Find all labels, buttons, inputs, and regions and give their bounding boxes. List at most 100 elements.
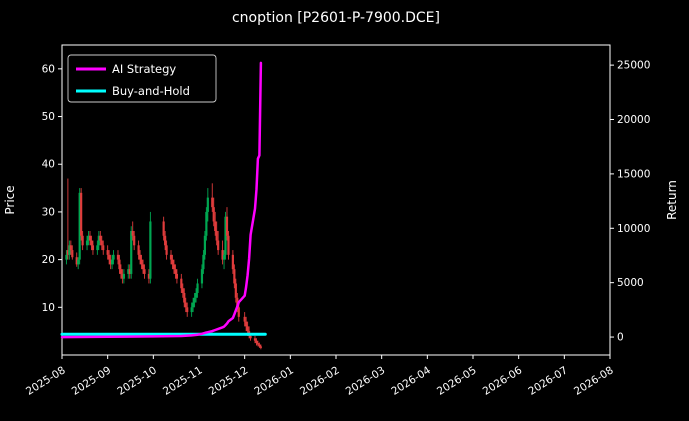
candle-body [141,264,145,270]
candle-body [87,235,90,241]
candle-body [137,245,140,255]
candle-body [140,259,143,265]
candle-body [243,316,246,322]
x-tick-label: 2026-04 [389,364,433,398]
candle-body [147,273,151,279]
candle-body [192,302,195,308]
candle-body [78,192,81,260]
candle-body [69,245,72,251]
left-tick-label: 50 [42,111,55,123]
candle-body [110,259,114,265]
candle-body [196,283,199,293]
candle-body [227,235,230,255]
left-tick-label: 40 [42,159,55,171]
x-tick-label: 2026-07 [526,364,570,397]
candle-body [171,259,174,265]
candle-body [175,273,179,279]
x-tick-label: 2026-01 [252,364,296,397]
candle-body [193,297,196,303]
candle-body [112,254,115,260]
candle-body [162,221,165,236]
candle-body [121,273,124,279]
x-tick-label: 2025-12 [207,364,251,397]
candle-body [215,231,218,241]
candle-body [246,326,249,332]
candle-body [256,343,260,345]
candle-body [90,240,93,246]
x-tick-label: 2026-02 [298,364,342,397]
candle-body [234,283,237,298]
candle-body [91,245,95,251]
candle-body [99,235,102,241]
candle-body [194,293,198,298]
candle-body [174,269,177,274]
x-tick-label: 2025-10 [115,364,159,397]
candle-body [97,235,100,246]
x-tick-label: 2025-11 [161,364,205,397]
candle-body [236,297,239,308]
candle-body [214,221,217,231]
candle-body [165,245,168,255]
candle-body [258,344,261,347]
candle-body [149,221,152,279]
candle-body [81,235,84,246]
right-tick-label: 15000 [617,168,650,180]
ai-strategy-line [60,61,263,339]
candle-body [184,302,187,308]
candle-body [130,231,133,274]
candle-body [253,338,257,341]
left-tick-label: 20 [42,254,55,266]
candle-body [143,269,146,274]
candle-body [85,240,89,246]
candle-body [77,259,80,265]
right-tick-label: 5000 [617,277,644,289]
candle-body [249,335,252,339]
chart-title: cnoption [P2601-P-7900.DCE] [232,10,440,26]
candle-body [164,235,167,246]
x-tick-label: 2026-06 [481,364,525,398]
candle-body [68,245,71,255]
candle-body [203,235,206,255]
candle-body [131,231,134,236]
candle-body [106,250,109,255]
candle-body [200,269,204,284]
candle-body [237,307,240,317]
candle-body [169,254,173,260]
candle-body [206,197,209,212]
legend-item-label: AI Strategy [112,62,176,76]
right-tick-label: 10000 [617,223,650,235]
candle-body [231,254,234,270]
candle-body [186,307,189,313]
x-tick-label: 2026-03 [344,364,388,397]
candle-body [122,273,125,279]
x-tick-label: 2026-05 [435,364,479,397]
candle-body [116,254,120,260]
candle-body [211,197,214,208]
candle-body [205,211,208,236]
left-tick-label: 60 [42,63,55,75]
x-tick-label: 2026-08 [572,364,616,397]
candle-body [66,250,69,255]
candle-body [245,321,248,327]
candle-body [225,216,229,236]
candle-body [65,254,68,260]
candle-body [102,245,105,251]
candle-body [212,207,215,222]
legend-item-label: Buy-and-Hold [112,84,190,98]
candle-body [138,254,142,260]
candle-body [133,235,136,246]
legend: AI Strategy Buy-and-Hold [67,54,217,103]
candle-body [221,250,224,260]
x-tick-label: 2025-08 [24,364,68,397]
candle-body [190,307,193,313]
y-axis-label-left: Price [3,185,17,214]
candle-body [119,269,123,274]
candle-body [96,245,99,251]
candlestick-series [65,178,262,350]
candle-body [180,278,183,289]
candle-body [183,293,186,303]
candle-body [128,269,131,274]
left-tick-label: 10 [42,302,55,314]
